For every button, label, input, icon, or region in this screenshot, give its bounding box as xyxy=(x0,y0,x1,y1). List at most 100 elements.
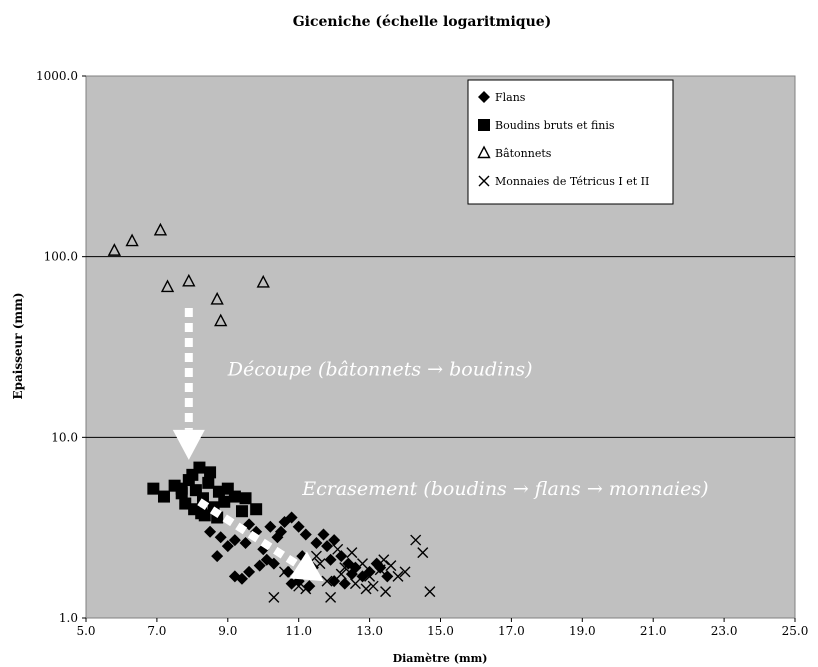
data-point xyxy=(188,503,201,516)
data-point xyxy=(374,564,386,576)
y-tick-label: 1.0 xyxy=(59,611,78,625)
data-point xyxy=(300,583,312,595)
data-point xyxy=(285,511,298,524)
data-point xyxy=(335,550,348,563)
x-tick-label: 13.0 xyxy=(356,624,383,638)
data-point xyxy=(310,550,322,562)
data-point xyxy=(314,558,326,570)
legend-label: Bâtonnets xyxy=(495,147,552,160)
axes: 5.0 7.0 9.0 11.0 13.0 15.0 17.0 19.0 21.0 23.0 25.… xyxy=(36,69,808,638)
x-marker-stroke xyxy=(339,562,351,574)
data-point xyxy=(339,562,351,574)
y-tick-label: 100.0 xyxy=(44,250,78,264)
x-marker-stroke xyxy=(310,550,322,562)
x-marker-stroke xyxy=(268,591,280,603)
y-axis-label: Epaisseur (mm) xyxy=(11,293,25,400)
legend-marker xyxy=(478,91,490,103)
y-tick-label: 10.0 xyxy=(51,430,78,444)
data-point xyxy=(195,507,208,520)
data-point xyxy=(360,583,372,595)
data-point xyxy=(363,565,376,578)
x-tick-label: 17.0 xyxy=(498,624,525,638)
x-tick-label: 19.0 xyxy=(569,624,596,638)
legend-box xyxy=(467,79,674,205)
data-point xyxy=(228,534,241,547)
data-point xyxy=(292,520,305,533)
x-marker-stroke xyxy=(332,543,344,555)
data-point xyxy=(107,243,122,256)
arrow-head xyxy=(289,551,324,582)
x-marker-stroke xyxy=(417,547,429,559)
data-point xyxy=(282,565,295,578)
data-point xyxy=(335,568,347,580)
x-axis-label: Diamètre (mm) xyxy=(393,652,488,665)
data-point xyxy=(125,233,139,247)
data-point xyxy=(385,560,397,572)
data-point xyxy=(317,528,330,541)
data-point xyxy=(338,577,351,590)
data-point xyxy=(264,520,277,533)
legend-marker xyxy=(478,175,490,187)
x-marker-stroke xyxy=(367,580,379,592)
series-square xyxy=(147,461,263,524)
data-point xyxy=(160,279,175,293)
data-point xyxy=(346,547,358,559)
data-point xyxy=(175,482,188,495)
data-point xyxy=(267,557,280,570)
x-marker-stroke xyxy=(392,570,404,582)
x-marker-stroke xyxy=(293,580,305,592)
data-point xyxy=(204,466,217,479)
x-marker-stroke xyxy=(279,566,291,578)
x-marker-stroke xyxy=(335,568,347,580)
x-tick-label: 9.0 xyxy=(218,624,237,638)
data-point xyxy=(214,313,228,327)
x-marker-stroke xyxy=(385,560,397,572)
x-marker-stroke xyxy=(478,175,490,187)
x-marker-stroke xyxy=(360,583,372,595)
data-point xyxy=(228,490,241,503)
data-point xyxy=(299,528,312,541)
x-marker-stroke xyxy=(325,591,337,603)
data-point xyxy=(202,476,215,489)
data-point xyxy=(204,525,217,538)
data-point xyxy=(321,540,334,553)
x-marker-stroke xyxy=(364,570,376,582)
x-marker-stroke xyxy=(378,554,390,566)
legend-marker xyxy=(478,119,490,131)
x-marker-stroke xyxy=(321,575,333,587)
data-point xyxy=(378,554,390,566)
plot-area xyxy=(85,75,796,619)
data-point xyxy=(235,505,248,518)
x-marker-stroke xyxy=(374,564,386,576)
data-point xyxy=(325,591,337,603)
data-point xyxy=(153,222,168,236)
data-point xyxy=(211,550,224,563)
x-marker-stroke xyxy=(346,547,358,559)
data-point xyxy=(410,534,422,546)
x-marker-stroke xyxy=(314,558,326,570)
x-marker-stroke xyxy=(300,583,312,595)
series-triangle-open xyxy=(107,222,270,327)
data-point xyxy=(250,503,263,516)
data-point xyxy=(364,570,376,582)
data-point xyxy=(243,565,256,578)
data-points xyxy=(107,222,436,603)
x-marker-stroke xyxy=(399,566,411,578)
x-tick-label: 15.0 xyxy=(427,624,454,638)
data-point xyxy=(279,566,291,578)
data-point xyxy=(399,566,411,578)
annotation-text: Ecrasement (boudins → flans → monnaies) xyxy=(301,478,708,500)
data-point xyxy=(332,543,344,555)
data-point xyxy=(417,547,429,559)
data-point xyxy=(274,525,287,538)
data-point xyxy=(293,580,305,592)
y-tick-label: 1000.0 xyxy=(36,69,78,83)
data-point xyxy=(193,461,206,474)
x-marker-stroke xyxy=(424,586,436,598)
data-point xyxy=(147,482,160,495)
x-tick-label: 25.0 xyxy=(782,624,809,638)
data-point xyxy=(392,570,404,582)
data-point xyxy=(253,559,266,572)
legend-label: Boudins bruts et finis xyxy=(495,119,615,132)
